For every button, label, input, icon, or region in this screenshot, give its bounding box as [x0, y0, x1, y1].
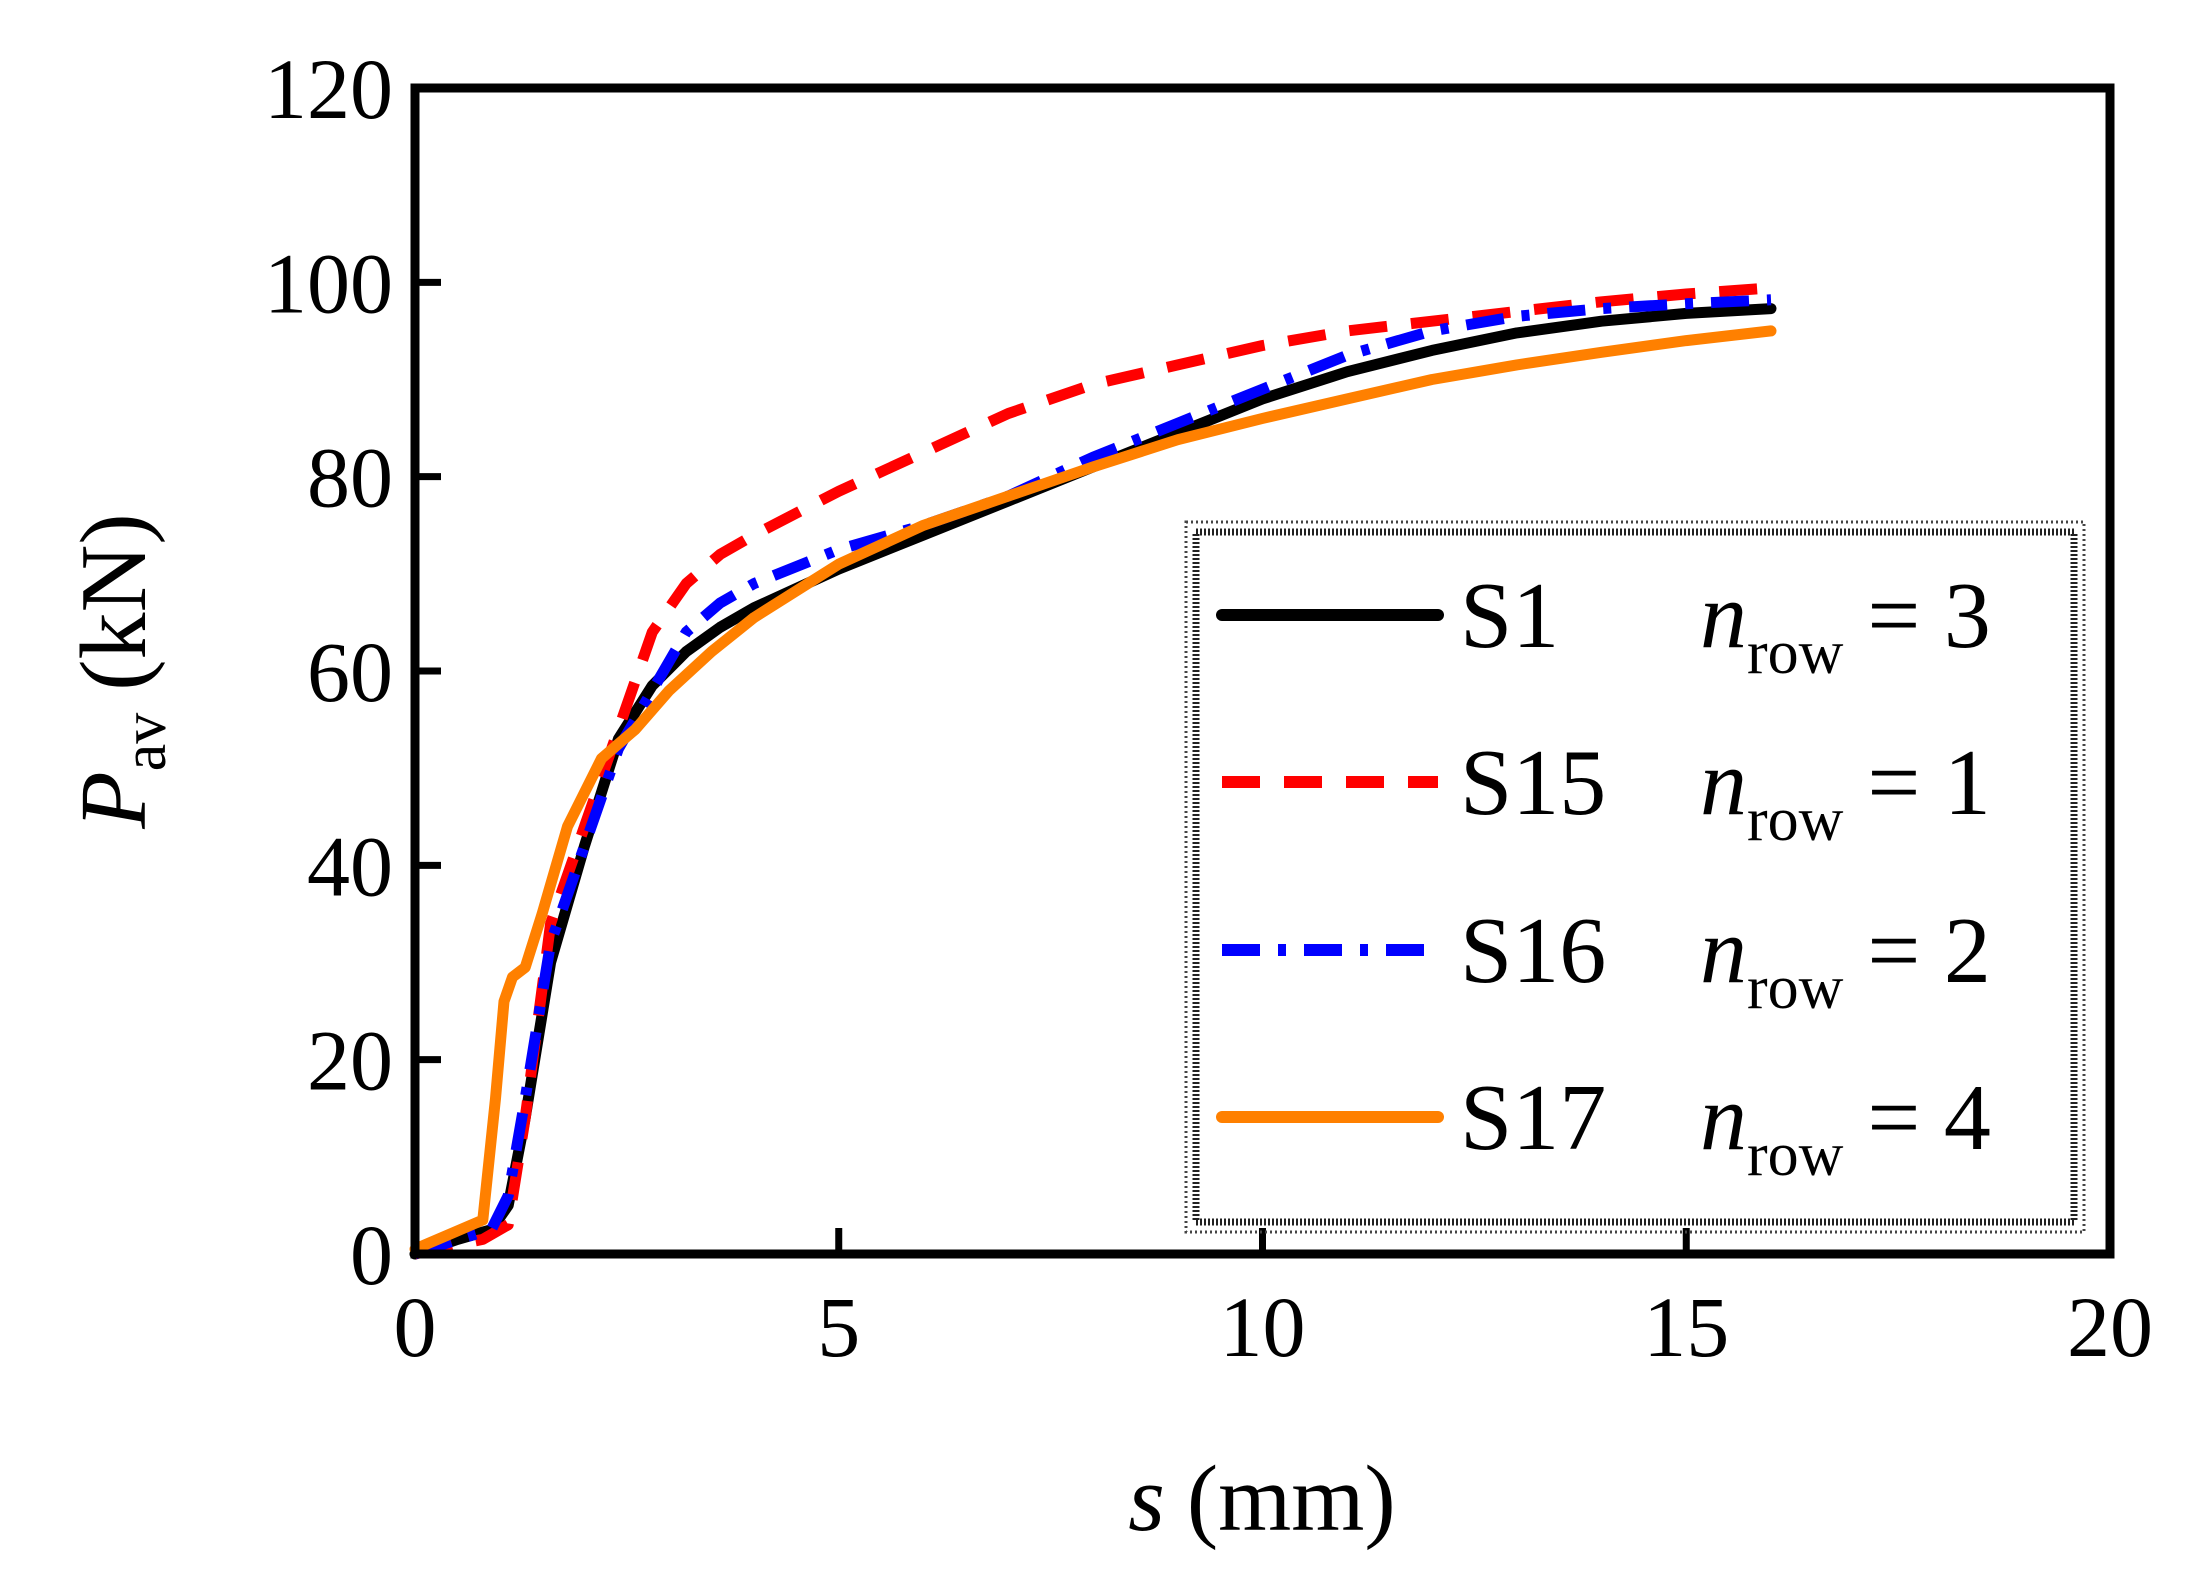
- y-tick-label-0: 0: [350, 1207, 393, 1303]
- legend-param-var: n: [1700, 564, 1747, 668]
- legend-param-eq: = 3: [1867, 564, 1991, 668]
- y-tick-label-80: 80: [307, 430, 393, 526]
- legend-param-s1: nrow = 3: [1700, 564, 1991, 687]
- legend-item-s1: S1 nrow = 3: [1216, 564, 1991, 687]
- legend-param-s15: nrow = 1: [1700, 731, 1991, 854]
- legend-item-s15: S15 nrow = 1: [1222, 731, 1991, 854]
- x-axis-var: s: [1128, 1447, 1165, 1551]
- legend-label-s16: S16: [1460, 899, 1606, 1003]
- x-tick-label-15: 15: [1643, 1279, 1729, 1375]
- y-tick-label-100: 100: [264, 235, 393, 331]
- x-axis-ticks: 0 5 10 15 20: [394, 1228, 2153, 1375]
- legend-param-var: n: [1700, 1066, 1747, 1170]
- plot-frame: [410, 83, 2115, 1259]
- y-axis-var: P: [62, 771, 166, 829]
- legend-param-var: n: [1700, 899, 1747, 1003]
- y-axis-unit: (kN): [62, 513, 166, 691]
- x-axis-title: s (mm): [1128, 1447, 1395, 1551]
- y-axis-title: Pav (kN): [62, 513, 179, 829]
- legend-item-s16: S16 nrow = 2: [1222, 899, 1991, 1022]
- x-axis-unit: (mm): [1187, 1447, 1396, 1551]
- legend-param-eq: = 1: [1867, 731, 1991, 835]
- series-layer: [409, 281, 1780, 1260]
- y-tick-label-60: 60: [307, 624, 393, 720]
- legend-box-outer: [1184, 520, 2086, 1234]
- legend-param-sub: row: [1747, 954, 1844, 1022]
- x-tick-label-20: 20: [2067, 1279, 2153, 1375]
- x-tick-label-0: 0: [394, 1279, 437, 1375]
- x-tick-label-10: 10: [1220, 1279, 1306, 1375]
- legend-label-s15: S15: [1460, 731, 1606, 835]
- legend-param-s17: nrow = 4: [1700, 1066, 1991, 1189]
- legend-item-s17: S17 nrow = 4: [1216, 1066, 1991, 1189]
- series-line-s16: [413, 294, 1772, 1260]
- y-axis-sub: av: [111, 713, 179, 772]
- legend-param-s16: nrow = 2: [1700, 899, 1991, 1022]
- legend-param-eq: = 4: [1867, 1066, 1991, 1170]
- series-line-s17: [409, 325, 1777, 1255]
- y-axis-ticks: 0 20 40 60 80 100 120: [264, 41, 441, 1303]
- y-tick-label-120: 120: [264, 41, 393, 137]
- legend-param-sub: row: [1747, 619, 1844, 687]
- legend-param-sub: row: [1747, 1121, 1844, 1189]
- y-tick-label-40: 40: [307, 818, 393, 914]
- legend-param-sub: row: [1747, 786, 1844, 854]
- x-tick-label-5: 5: [817, 1279, 860, 1375]
- legend-param-var: n: [1700, 731, 1747, 835]
- legend-param-eq: = 2: [1867, 899, 1991, 1003]
- legend-label-s1: S1: [1460, 564, 1559, 668]
- legend-box: [1192, 528, 2078, 1226]
- y-tick-label-20: 20: [307, 1013, 393, 1109]
- legend-label-s17: S17: [1460, 1066, 1606, 1170]
